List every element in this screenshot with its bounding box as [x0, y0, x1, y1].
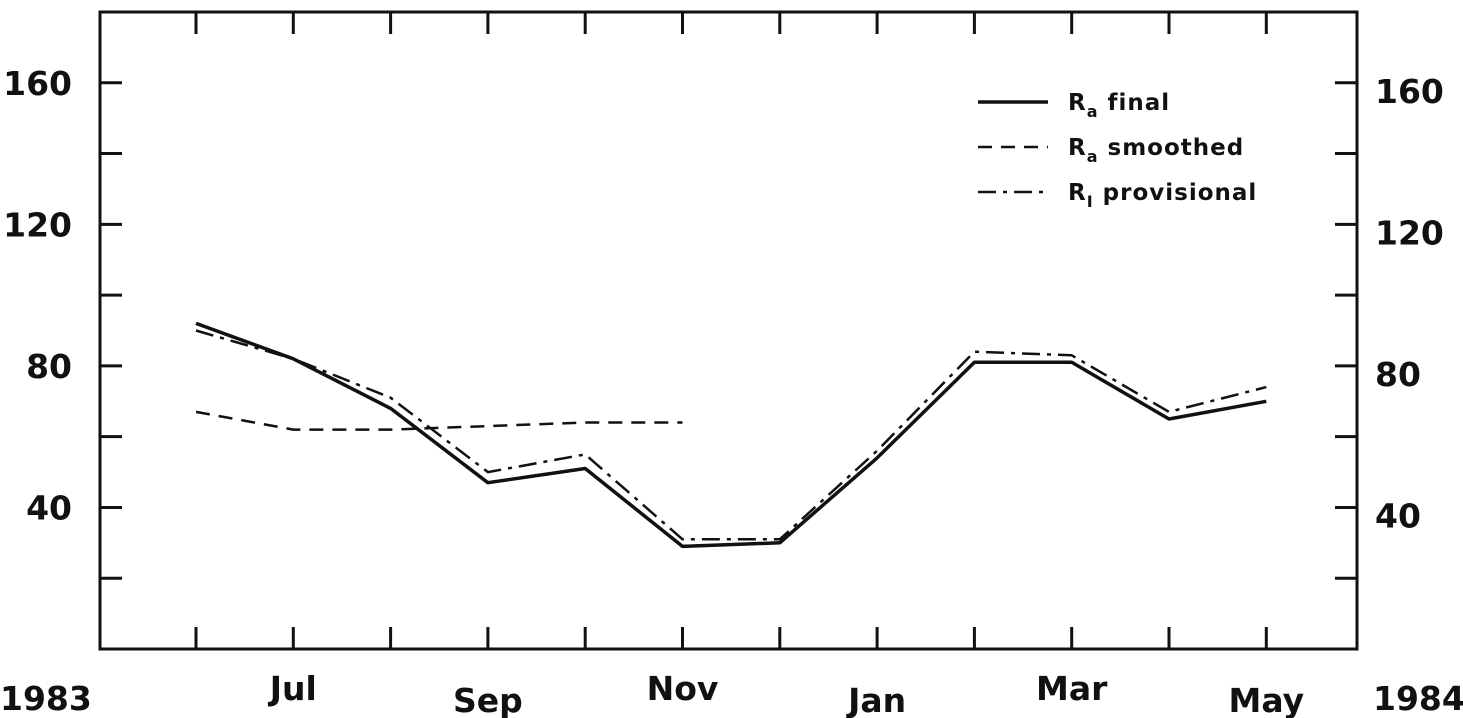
x-tick-label: Mar: [1036, 669, 1108, 708]
y-tick-label-right: 120: [1375, 213, 1444, 252]
axis-ticks: [100, 12, 1357, 649]
x-tick-label: Jul: [268, 669, 317, 708]
y-tick-label-right: 160: [1375, 72, 1444, 111]
x-tick-label: Sep: [453, 681, 523, 718]
y-tick-label-right: 80: [1375, 355, 1421, 394]
legend-entry: Ra smoothed: [1068, 135, 1244, 166]
y-tick-label-right: 40: [1375, 496, 1421, 535]
series-lines: [195, 321, 1267, 549]
y-tick-label-left: 40: [26, 488, 72, 527]
x-axis-labels: 1983 1984 Jul Sep Nov Jan Mar May: [0, 669, 1463, 718]
x-tick-label: Nov: [647, 669, 719, 708]
y-tick-label-left: 80: [26, 347, 72, 386]
y-axis-right-labels: 40 80 120 160: [1375, 72, 1444, 536]
x-tick-label: Jan: [846, 681, 906, 718]
legend: Ra final Ra smoothed RI provisional: [978, 90, 1257, 211]
y-tick-label-left: 160: [3, 64, 72, 103]
y-tick-label-left: 120: [3, 205, 72, 244]
legend-entry: Ra final: [1068, 90, 1170, 121]
series-line-solid: [195, 321, 1267, 549]
series-line-dashdot: [195, 329, 1267, 541]
x-start-label: 1983: [0, 679, 92, 718]
x-tick-label: May: [1228, 681, 1304, 718]
x-end-label: 1984: [1373, 679, 1463, 718]
plot-frame: [98, 10, 1359, 651]
y-axis-left-labels: 40 80 120 160: [3, 64, 72, 528]
series-line-dashed: [195, 410, 683, 431]
legend-entry: RI provisional: [1068, 180, 1257, 211]
